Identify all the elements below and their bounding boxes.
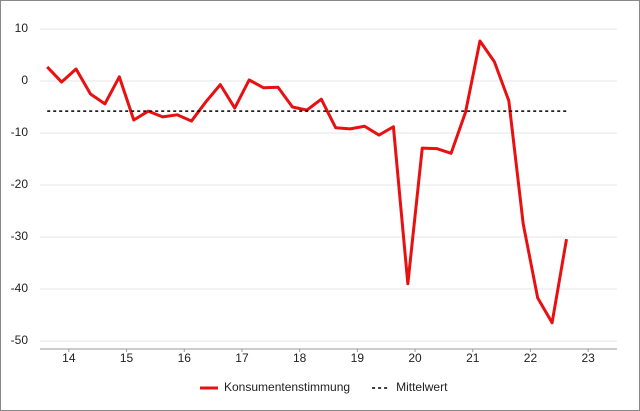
x-tick-label: 22 (524, 351, 538, 365)
line-series (46, 39, 568, 325)
y-tick-label: -40 (11, 281, 29, 295)
x-tick-label: 15 (120, 351, 134, 365)
y-tick-label: 10 (15, 21, 29, 35)
x-tick-label: 21 (466, 351, 480, 365)
y-tick-label: 0 (21, 73, 28, 87)
x-tick-label: 16 (178, 351, 192, 365)
legend-label: Mittelwert (396, 380, 448, 394)
y-tick-label: -20 (11, 177, 29, 191)
x-tick-label: 23 (581, 351, 595, 365)
y-tick-label: -30 (11, 229, 29, 243)
x-tick-label: 14 (62, 351, 76, 365)
y-tick-label: -50 (11, 333, 29, 347)
x-tick-label: 19 (351, 351, 365, 365)
x-tick-label: 18 (293, 351, 307, 365)
legend-label: Konsumentenstimmung (224, 380, 350, 394)
y-tick-label: -10 (11, 125, 29, 139)
x-tick-label: 20 (408, 351, 422, 365)
x-tick-label: 17 (235, 351, 249, 365)
